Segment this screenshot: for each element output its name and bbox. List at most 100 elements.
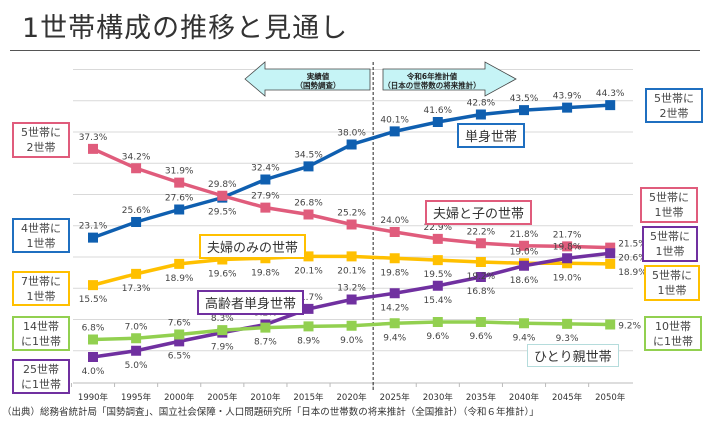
- data-point: [174, 258, 185, 269]
- data-label: 38.0%: [337, 129, 366, 139]
- data-point: [217, 254, 228, 265]
- data-point: [88, 280, 98, 291]
- right-box-couple-only: 5世帯に 1世帯: [644, 265, 700, 301]
- forecast-arrow: [382, 61, 517, 97]
- data-label: 27.6%: [165, 194, 194, 204]
- data-label: 18.9%: [618, 268, 647, 278]
- data-point: [346, 320, 357, 331]
- data-label: 34.2%: [122, 152, 151, 162]
- data-point: [605, 319, 616, 330]
- actual-arrow: [244, 61, 371, 97]
- x-tick-label: 1990年: [78, 392, 109, 403]
- left-box-couple-children: 5世帯に 2世帯: [12, 122, 70, 158]
- data-point: [174, 329, 185, 340]
- data-label: 22.9%: [424, 223, 453, 233]
- forecast-arrow-line1: 令和6年推計値: [406, 71, 458, 81]
- data-point: [174, 204, 185, 215]
- page-title: 1世帯構成の推移と見通し: [22, 13, 349, 44]
- data-label: 9.3%: [556, 334, 579, 344]
- actual-arrow-line2: （国勢調査）: [296, 80, 341, 90]
- data-point: [217, 190, 228, 201]
- source-note: （出典）総務省統計局「国勢調査」、国立社会保障・人口問題研究所「日本の世帯数の将…: [2, 407, 539, 418]
- data-point: [260, 202, 271, 213]
- data-label: 43.9%: [553, 92, 582, 102]
- title-divider: [10, 50, 700, 51]
- series-label-elderly-single: 高齢者単身世帯: [197, 290, 305, 315]
- x-tick-label: 2000年: [164, 392, 195, 403]
- data-label: 9.6%: [469, 332, 492, 342]
- data-point: [131, 333, 142, 344]
- data-label: 9.4%: [383, 333, 406, 343]
- data-point: [88, 232, 98, 243]
- data-label: 16.8%: [467, 287, 496, 297]
- right-box-elderly-single: 5世帯に 1世帯: [642, 226, 698, 262]
- data-label: 20.1%: [337, 266, 366, 276]
- series-label-single: 単身世帯: [457, 123, 526, 148]
- x-tick-label: 2025年: [380, 392, 411, 403]
- data-label: 19.8%: [251, 268, 280, 278]
- data-point: [475, 317, 486, 327]
- data-point: [432, 317, 443, 327]
- data-point: [432, 280, 443, 291]
- data-label: 13.2%: [337, 284, 366, 294]
- x-tick-label: 2050年: [595, 392, 626, 403]
- data-point: [605, 258, 616, 269]
- data-point: [562, 241, 573, 252]
- data-point: [346, 251, 357, 262]
- x-tick-label: 2035年: [466, 392, 497, 403]
- data-point: [432, 117, 443, 127]
- data-point: [131, 217, 142, 227]
- data-point: [519, 318, 529, 329]
- data-point: [605, 100, 616, 111]
- data-point: [389, 227, 400, 237]
- data-label: 7.9%: [211, 343, 234, 353]
- data-point: [475, 238, 486, 249]
- actual-arrow-line1: 実績値: [307, 71, 330, 81]
- data-label: 19.8%: [553, 242, 582, 252]
- data-point: [475, 272, 486, 282]
- right-box-single-parent: 10世帯 に1世帯: [644, 316, 702, 351]
- data-label: 18.6%: [510, 276, 539, 286]
- data-label: 8.3%: [211, 314, 234, 324]
- data-label: 15.4%: [424, 296, 453, 306]
- data-label: 14.2%: [380, 303, 409, 313]
- data-label: 40.1%: [380, 115, 409, 125]
- data-point: [88, 352, 98, 362]
- forecast-arrow-line2: （日本の世帯数の将来推計）: [383, 80, 481, 90]
- data-point: [346, 139, 357, 150]
- data-point: [88, 143, 98, 154]
- data-point: [389, 288, 400, 299]
- data-label: 24.0%: [380, 216, 409, 226]
- data-point: [303, 209, 314, 220]
- data-label: 5.0%: [125, 361, 148, 371]
- data-label: 26.8%: [294, 199, 323, 209]
- data-label: 23.1%: [79, 222, 108, 232]
- data-point: [519, 105, 529, 116]
- data-label: 21.8%: [510, 230, 539, 240]
- data-point: [88, 334, 98, 345]
- data-point: [519, 260, 529, 271]
- data-label: 19.5%: [424, 270, 453, 280]
- data-label: 19.0%: [510, 247, 539, 257]
- x-tick-label: 2010年: [250, 392, 281, 403]
- data-point: [131, 268, 142, 279]
- data-label: 9.6%: [426, 332, 449, 342]
- data-point: [303, 303, 314, 314]
- data-label: 6.5%: [168, 351, 191, 361]
- data-point: [217, 325, 228, 336]
- data-label: 29.5%: [208, 208, 237, 218]
- data-label: 44.3%: [596, 89, 625, 99]
- x-tick-label: 2030年: [423, 392, 454, 403]
- data-point: [260, 174, 271, 185]
- data-point: [174, 336, 185, 347]
- data-label: 19.8%: [380, 268, 409, 278]
- left-box-single-parent: 14世帯 に1世帯: [12, 316, 70, 351]
- data-point: [131, 163, 142, 174]
- right-box-couple-children: 5世帯に 1世帯: [640, 187, 698, 223]
- data-point: [303, 321, 314, 332]
- data-label: 25.2%: [337, 209, 366, 219]
- data-point: [389, 126, 400, 137]
- data-label: 15.5%: [79, 295, 108, 305]
- data-label: 18.9%: [165, 274, 194, 284]
